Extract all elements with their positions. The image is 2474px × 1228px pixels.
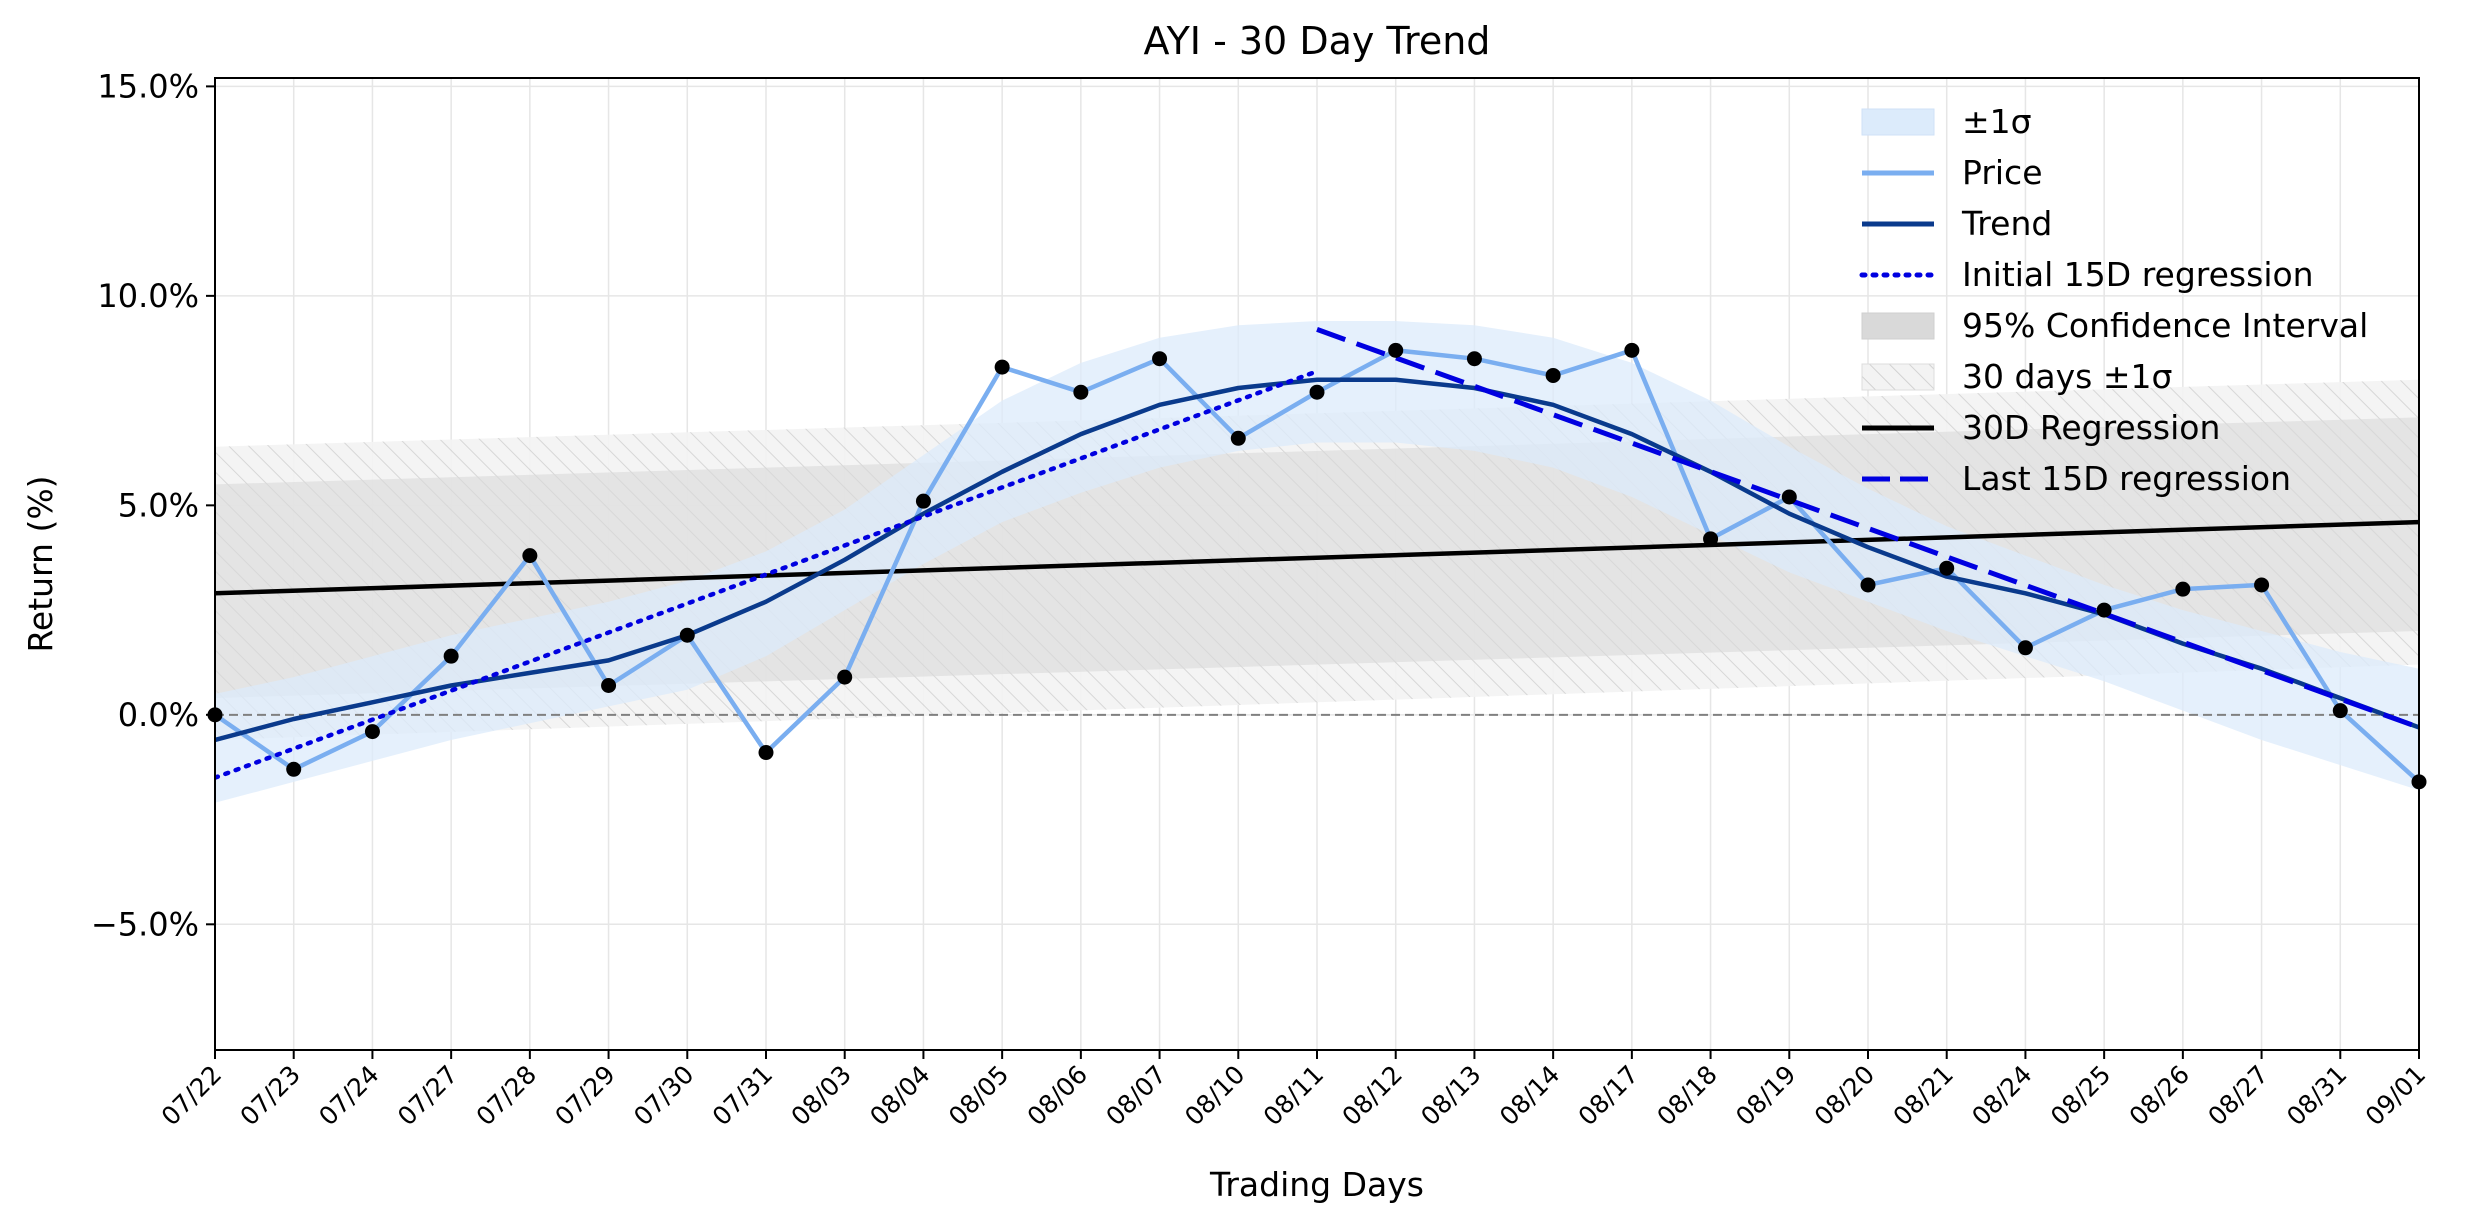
series-last-15d-regression <box>1316 327 2419 730</box>
y-tick-label: 10.0% <box>97 277 199 315</box>
y-tick-label: 15.0% <box>97 67 199 105</box>
x-tick-label: 08/14 <box>1494 1060 1565 1131</box>
legend-label: Price <box>1962 153 2043 192</box>
price-point <box>1309 384 1325 400</box>
price-point <box>1230 430 1246 446</box>
price-point <box>1073 384 1089 400</box>
legend-item: 95% Confidence Interval <box>1861 306 2368 345</box>
series-trend <box>215 377 2419 743</box>
x-tick-label: 08/21 <box>1888 1060 1959 1131</box>
legend-swatch--1- <box>1861 108 1935 136</box>
legend-label: 95% Confidence Interval <box>1962 306 2368 345</box>
price-point <box>2017 640 2033 656</box>
x-tick-label: 07/24 <box>313 1060 384 1131</box>
y-tick-label: 0.0% <box>118 696 199 734</box>
chart-title: AYI - 30 Day Trend <box>1144 19 1491 63</box>
price-point <box>1152 351 1168 367</box>
price-point <box>522 548 538 564</box>
x-tick-label: 07/28 <box>471 1060 542 1131</box>
price-point <box>1860 577 1876 593</box>
y-tick-label: 5.0% <box>118 486 199 524</box>
x-tick-label: 08/04 <box>864 1060 935 1131</box>
legend-item: Price <box>1862 153 2043 192</box>
price-point <box>2175 581 2191 597</box>
x-tick-label: 08/26 <box>2124 1060 2195 1131</box>
x-tick-label: 08/25 <box>2045 1060 2116 1131</box>
price-point <box>286 761 302 777</box>
price-point <box>1939 560 1955 576</box>
price-point <box>601 678 617 693</box>
legend-swatch-95-confidence-interval <box>1861 312 1935 340</box>
price-point <box>2332 703 2348 719</box>
legend-item: Initial 15D regression <box>1859 255 2314 294</box>
price-point <box>2254 577 2270 593</box>
legend-item: Trend <box>1862 204 2052 243</box>
x-tick-label: 08/11 <box>1258 1060 1329 1131</box>
price-point <box>1624 342 1640 358</box>
x-tick-label: 09/01 <box>2360 1060 2431 1131</box>
x-tick-label: 07/29 <box>549 1060 620 1131</box>
price-point <box>837 669 853 685</box>
x-tick-label: 08/05 <box>943 1060 1014 1131</box>
price-point <box>994 359 1010 375</box>
x-tick-label: 08/06 <box>1022 1060 1093 1131</box>
band--1- <box>215 321 2419 803</box>
x-tick-label: 08/03 <box>786 1060 857 1131</box>
legend-label: 30 days ±1σ <box>1962 357 2172 396</box>
x-tick-label: 07/30 <box>628 1060 699 1131</box>
legend-item: 30 days ±1σ <box>1861 357 2172 396</box>
x-tick-label: 08/10 <box>1179 1060 1250 1131</box>
price-point <box>1545 367 1561 383</box>
price-point <box>1388 342 1404 358</box>
x-axis-label: Trading Days <box>1209 1165 1424 1204</box>
series-30d-regression <box>215 519 2419 596</box>
price-point <box>2096 602 2112 618</box>
band-layer <box>215 321 2419 803</box>
x-tick-label: 07/27 <box>392 1060 463 1131</box>
x-tick-label: 08/20 <box>1809 1060 1880 1131</box>
x-tick-label: 08/19 <box>1730 1060 1801 1131</box>
y-axis-label: Return (%) <box>21 475 60 652</box>
price-point <box>679 627 695 643</box>
legend-label: Last 15D regression <box>1962 459 2291 498</box>
price-point <box>364 724 380 740</box>
x-tick-label: 08/17 <box>1573 1060 1644 1131</box>
price-point <box>1466 351 1482 367</box>
x-tick-label: 07/22 <box>156 1060 227 1131</box>
legend-item: Last 15D regression <box>1862 459 2291 498</box>
series-initial-15d-regression <box>215 369 1320 780</box>
x-tick-label: 07/23 <box>235 1060 306 1131</box>
price-point <box>915 493 931 509</box>
x-tick-label: 08/07 <box>1100 1060 1171 1131</box>
legend-item: 30D Regression <box>1862 408 2220 447</box>
legend-label: 30D Regression <box>1962 408 2220 447</box>
price-point <box>758 745 774 761</box>
x-tick-label: 07/31 <box>707 1060 778 1131</box>
legend-swatch-30-days-1- <box>1861 363 1935 391</box>
legend: ±1σ Price Trend Initial 15D regression 95% C… <box>1859 102 2368 498</box>
x-tick-label: 08/12 <box>1337 1060 1408 1131</box>
price-point <box>443 648 459 664</box>
legend-item: ±1σ <box>1861 102 2032 141</box>
price-point <box>1703 531 1719 547</box>
y-tick-label: −5.0% <box>91 905 199 943</box>
legend-label: Trend <box>1961 204 2052 243</box>
x-tick-label: 08/24 <box>1966 1060 2037 1131</box>
legend-label: Initial 15D regression <box>1962 255 2314 294</box>
x-tick-label: 08/27 <box>2202 1060 2273 1131</box>
legend-label: ±1σ <box>1962 102 2032 141</box>
x-tick-label: 08/31 <box>2281 1060 2352 1131</box>
x-tick-label: 08/13 <box>1415 1060 1486 1131</box>
price-point <box>1781 489 1797 505</box>
x-tick-label: 08/18 <box>1651 1060 1722 1131</box>
marker-layer <box>207 342 2427 790</box>
